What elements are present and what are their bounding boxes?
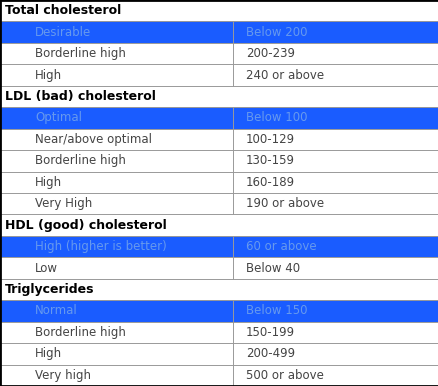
Bar xyxy=(0,43,438,64)
Text: Borderline high: Borderline high xyxy=(35,47,126,60)
Bar xyxy=(0,150,438,171)
Bar xyxy=(0,129,438,150)
Text: 160-189: 160-189 xyxy=(245,176,294,189)
Text: 190 or above: 190 or above xyxy=(245,197,323,210)
Text: Total cholesterol: Total cholesterol xyxy=(5,4,121,17)
Text: Low: Low xyxy=(35,262,58,274)
Text: Desirable: Desirable xyxy=(35,25,91,39)
Bar xyxy=(0,22,438,43)
Bar xyxy=(0,171,438,193)
Bar xyxy=(0,364,438,386)
Text: 240 or above: 240 or above xyxy=(245,69,323,81)
Text: High: High xyxy=(35,176,62,189)
Text: 100-129: 100-129 xyxy=(245,133,294,146)
Bar xyxy=(0,343,438,364)
Bar xyxy=(0,279,438,300)
Text: 200-499: 200-499 xyxy=(245,347,294,361)
Bar xyxy=(0,64,438,86)
Text: Triglycerides: Triglycerides xyxy=(5,283,95,296)
Bar xyxy=(0,0,438,22)
Text: Very High: Very High xyxy=(35,197,92,210)
Text: High: High xyxy=(35,69,62,81)
Bar xyxy=(0,236,438,257)
Text: High: High xyxy=(35,347,62,361)
Text: HDL (good) cholesterol: HDL (good) cholesterol xyxy=(5,218,166,232)
Text: 60 or above: 60 or above xyxy=(245,240,316,253)
Text: Near/above optimal: Near/above optimal xyxy=(35,133,152,146)
Text: Borderline high: Borderline high xyxy=(35,326,126,339)
Bar xyxy=(0,107,438,129)
Text: Below 150: Below 150 xyxy=(245,305,307,317)
Text: Normal: Normal xyxy=(35,305,78,317)
Bar xyxy=(0,322,438,343)
Text: Below 100: Below 100 xyxy=(245,112,307,124)
Bar xyxy=(0,86,438,107)
Text: 500 or above: 500 or above xyxy=(245,369,323,382)
Text: Below 200: Below 200 xyxy=(245,25,307,39)
Text: Borderline high: Borderline high xyxy=(35,154,126,168)
Text: Very high: Very high xyxy=(35,369,91,382)
Text: 200-239: 200-239 xyxy=(245,47,294,60)
Text: High (higher is better): High (higher is better) xyxy=(35,240,166,253)
Text: 130-159: 130-159 xyxy=(245,154,294,168)
Bar xyxy=(0,257,438,279)
Bar xyxy=(0,300,438,322)
Bar xyxy=(0,215,438,236)
Text: Below 40: Below 40 xyxy=(245,262,299,274)
Text: Optimal: Optimal xyxy=(35,112,82,124)
Text: 150-199: 150-199 xyxy=(245,326,294,339)
Text: LDL (bad) cholesterol: LDL (bad) cholesterol xyxy=(5,90,156,103)
Bar xyxy=(0,193,438,215)
